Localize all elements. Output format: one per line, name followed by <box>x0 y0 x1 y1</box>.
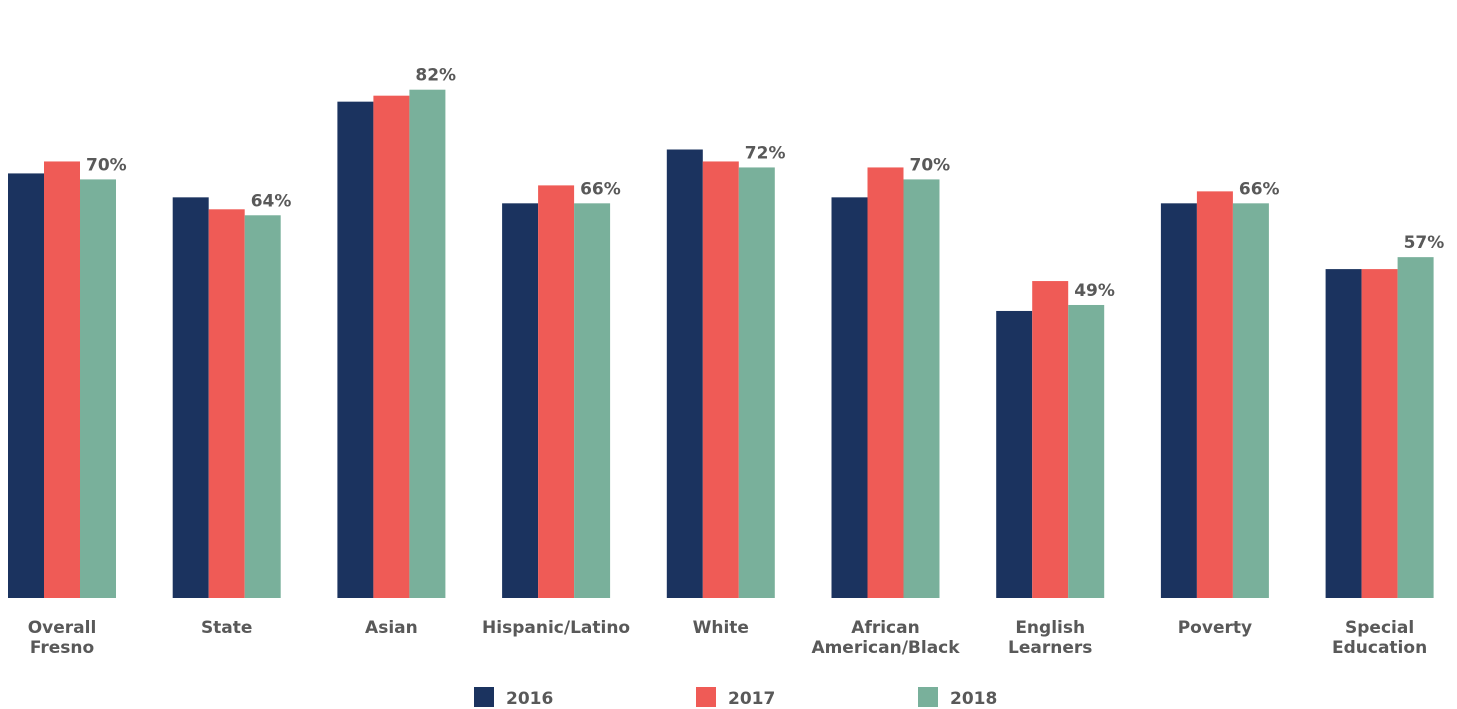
data-label-6: 49% <box>1074 281 1115 301</box>
bar-2017-6 <box>1032 281 1069 598</box>
bar-2018-3 <box>574 203 611 598</box>
category-label-6-1: Learners <box>1008 638 1092 658</box>
bar-2016-6 <box>996 310 1033 598</box>
bar-2018-6 <box>1068 304 1105 598</box>
bar-2018-8 <box>1397 257 1434 598</box>
bar-2018-0 <box>80 179 116 598</box>
legend-label-2017: 2017 <box>728 689 775 709</box>
legend-label-2016: 2016 <box>506 689 553 709</box>
bar-2018-4 <box>738 167 775 598</box>
bar-2016-7 <box>1160 203 1197 598</box>
legend-swatch-2016 <box>474 687 494 707</box>
bar-2016-0 <box>8 173 44 599</box>
bar-2017-4 <box>702 161 739 598</box>
value-labels-group: 70% 64% 82% 66% 72% 70% 49% 66% 57% <box>86 66 1444 301</box>
bar-2017-2 <box>373 95 410 599</box>
bar-2016-3 <box>502 203 539 598</box>
data-label-1: 64% <box>251 191 292 211</box>
bar-2017-5 <box>867 167 904 598</box>
bar-2016-1 <box>172 197 209 598</box>
bar-2016-4 <box>666 149 703 598</box>
bar-2017-8 <box>1361 269 1398 598</box>
data-label-4: 72% <box>745 143 786 163</box>
bar-2017-3 <box>538 185 575 598</box>
data-label-8: 57% <box>1404 233 1445 253</box>
data-label-0: 70% <box>86 155 127 175</box>
category-label-6-0: English <box>1015 618 1085 638</box>
category-label-7-0: Poverty <box>1178 618 1252 638</box>
bar-2016-2 <box>337 101 374 598</box>
category-label-5-0: African <box>851 618 919 638</box>
bar-2018-2 <box>409 89 446 598</box>
category-label-8-0: Special <box>1345 618 1414 638</box>
bar-2018-1 <box>244 215 281 598</box>
legend-swatch-2017 <box>696 687 716 707</box>
bar-2016-8 <box>1325 269 1362 598</box>
data-label-3: 66% <box>580 179 621 199</box>
bar-2018-7 <box>1232 203 1269 598</box>
category-label-4-0: White <box>693 618 749 638</box>
category-label-2-0: Asian <box>365 618 418 638</box>
data-label-7: 66% <box>1239 179 1280 199</box>
data-label-2: 82% <box>415 66 456 86</box>
category-label-0-0: Overall <box>28 618 97 638</box>
legend: 2016 2017 2018 <box>474 687 997 709</box>
bar-2018-5 <box>903 179 940 598</box>
bar-2017-0 <box>44 161 80 598</box>
category-label-0-1: Fresno <box>30 638 94 658</box>
bar-2017-1 <box>208 209 245 599</box>
category-label-1-0: State <box>201 618 253 638</box>
legend-label-2018: 2018 <box>950 689 997 709</box>
bars-group <box>8 89 1434 599</box>
bar-2016-5 <box>831 197 868 598</box>
category-label-5-1: American/Black <box>811 638 960 658</box>
data-label-5: 70% <box>910 155 951 175</box>
category-label-8-1: Education <box>1332 638 1427 658</box>
legend-swatch-2018 <box>918 687 938 707</box>
bar-2017-7 <box>1196 191 1233 599</box>
category-label-3-0: Hispanic/Latino <box>482 618 630 638</box>
